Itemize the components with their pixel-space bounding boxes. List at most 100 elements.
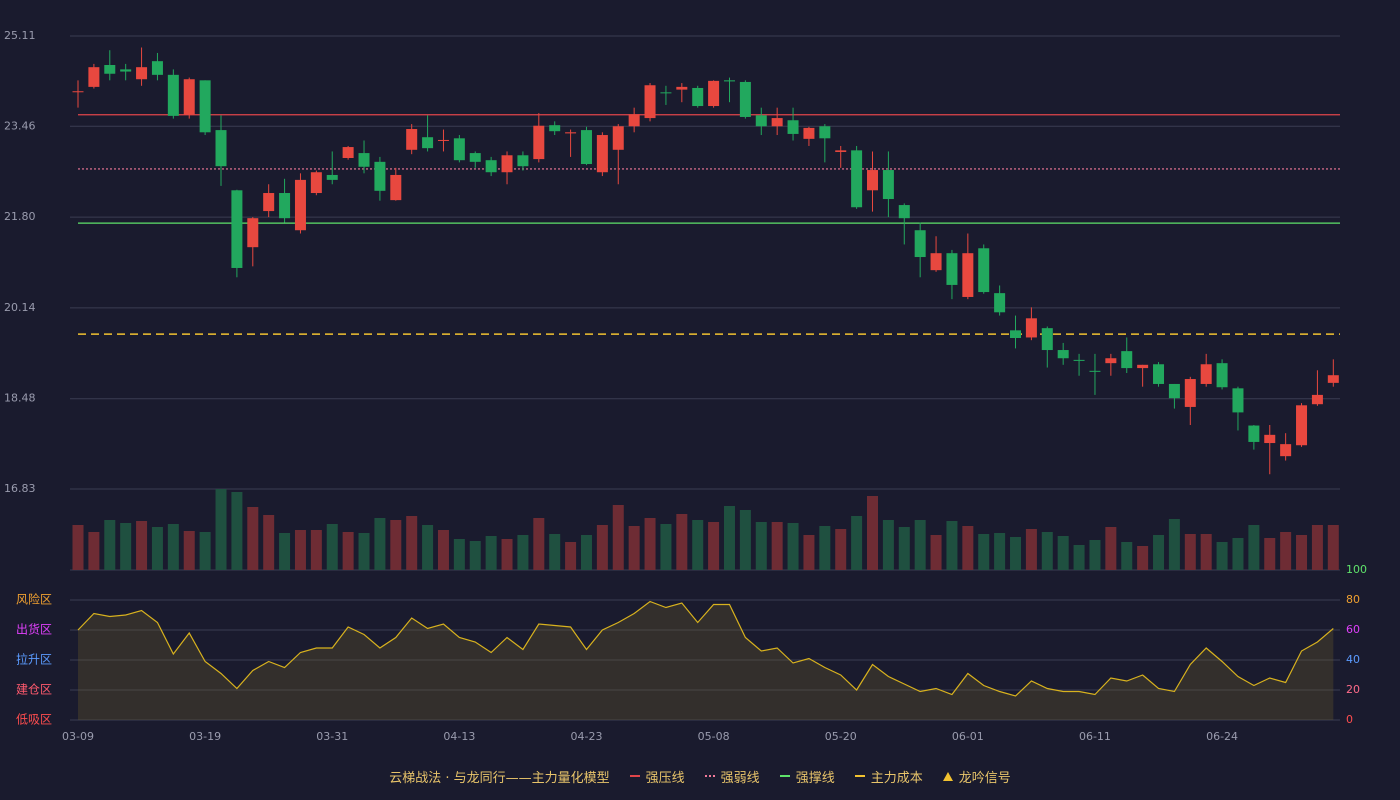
volume-bar [104,520,116,570]
candle-body [501,155,513,173]
candle-body [1248,425,1260,442]
candle-body [310,172,322,194]
y-tick-label: 16.83 [4,482,36,495]
x-tick-label: 04-23 [570,730,602,743]
candle-body [978,248,990,293]
volume-bar [390,520,402,570]
candle-body [374,161,386,191]
volume-bar [1232,538,1244,570]
candle-body [342,147,354,159]
volume-bar [1280,532,1292,570]
candle-body [1010,330,1022,338]
candle-body [914,230,926,258]
legend-title: 云梯战法 · 与龙同行——主力量化模型 [389,770,610,786]
volume-bar [739,510,751,570]
legend-item[interactable]: 强压线 [629,767,685,786]
candle-body [406,129,418,150]
legend-label: 主力成本 [870,770,923,786]
volume-bar [358,533,370,570]
volume-bar [930,535,942,570]
volume-bar [247,507,259,570]
candle-body [151,61,163,75]
y2-tick-label: 0 [1346,713,1353,726]
volume-bar [1248,525,1260,570]
volume-bar [517,535,529,570]
volume-bar [803,535,815,570]
candle-body [628,114,640,127]
candle-body [1168,383,1180,399]
volume-bar [628,526,640,570]
volume-bar [1311,525,1323,570]
volume-bar [1184,534,1196,570]
x-tick-label: 04-13 [443,730,475,743]
oscillator-area [78,601,1334,720]
volume-bar [406,516,418,570]
volume-bar [835,529,847,570]
volume-bar [1041,532,1053,570]
volume-bar [1137,546,1149,570]
zone-label: 建仓区 [16,683,52,697]
candle-body [1327,375,1339,383]
candle-body [994,293,1006,313]
candle-body [1232,388,1244,413]
legend-item[interactable]: 主力成本 [854,767,923,786]
volume-bar [136,521,148,570]
volume-bar [723,506,735,570]
volume-bar [437,530,449,570]
candle-body [1153,364,1165,384]
candle-body [1216,363,1228,388]
volume-bar [1010,537,1022,570]
candle-body [692,87,704,107]
volume-bar [692,520,704,570]
volume-bar [660,524,672,570]
candle-body [1025,318,1037,338]
candle-body [803,127,815,139]
volume-bar [914,520,926,570]
candle-body [72,91,84,93]
candle-body [723,80,735,82]
volume-bar [151,527,163,570]
volume-bar [326,524,338,570]
volume-bar [1089,540,1101,570]
candle-body [485,160,497,173]
x-tick-label: 03-31 [316,730,348,743]
legend-item[interactable]: 龙吟信号 [942,767,1011,786]
y-tick-label: 20.14 [4,301,36,314]
legend-label: 强撑线 [795,770,835,786]
volume-bar [612,505,624,570]
x-tick-label: 06-11 [1079,730,1111,743]
volume-bar [1105,527,1117,570]
legend-item[interactable]: 强撑线 [779,767,835,786]
candle-body [453,138,465,161]
oscillator-line [77,600,1334,697]
volume-bar [1296,535,1308,570]
x-tick-label: 03-19 [189,730,221,743]
candle-body [247,218,259,248]
volume-bar [676,514,688,570]
legend-swatch [854,775,865,777]
candle-body [612,126,624,150]
candle-body [533,125,545,160]
x-tick-label: 05-08 [698,730,730,743]
zone-label: 低吸区 [16,713,52,727]
y2-tick-label: 60 [1346,623,1360,636]
volume-bar [167,524,179,570]
candle-body [1105,358,1117,364]
candle-body [644,85,656,119]
x-tick-label: 06-01 [952,730,984,743]
candle-body [676,86,688,90]
volume-bar [469,541,481,570]
candle-body [867,170,878,191]
volume-bar [501,539,513,570]
volume-bar [580,535,592,570]
volume-bar [183,531,195,570]
volume-bar [771,522,783,570]
legend-item[interactable]: 强弱线 [704,767,760,786]
candle-body [1311,394,1323,405]
candle-body [231,190,243,268]
volume-bar [1073,545,1085,570]
volume-bar [294,530,306,570]
candle-body [660,92,672,94]
volume-bar [231,492,243,570]
volume-bar [422,525,434,570]
